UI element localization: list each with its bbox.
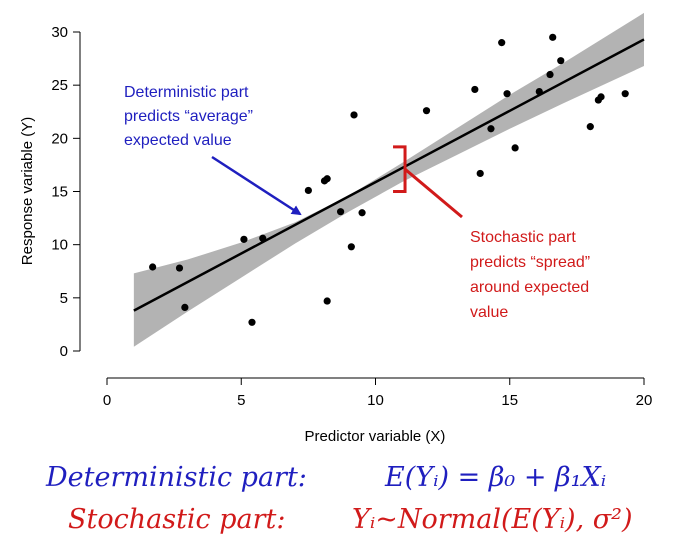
x-axis-title: Predictor variable (X) — [305, 428, 446, 445]
y-tick-label-10: 10 — [51, 237, 68, 254]
data-point-22 — [535, 87, 543, 96]
data-point-13 — [350, 111, 358, 119]
data-point-24 — [549, 33, 557, 41]
data-point-12 — [347, 243, 355, 251]
stochastic-annotation-line-2: predicts “spread” — [470, 254, 590, 271]
stochastic-annotation: Stochastic part predicts “spread” around e… — [470, 229, 590, 321]
data-point-6 — [259, 234, 267, 242]
y-tick-label-25: 25 — [51, 77, 68, 94]
deterministic-label: Deterministic part: — [46, 462, 307, 493]
y-tick-label-15: 15 — [51, 184, 68, 201]
deterministic-annotation-line-1: Deterministic part — [124, 84, 249, 101]
stochastic-annotation-line-1: Stochastic part — [470, 229, 576, 246]
data-point-16 — [471, 85, 479, 94]
data-point-1 — [149, 263, 157, 271]
data-point-9 — [323, 175, 331, 183]
data-point-25 — [557, 57, 565, 65]
data-point-29 — [621, 90, 629, 98]
stochastic-label: Stochastic part: — [68, 504, 286, 535]
data-point-23 — [546, 70, 554, 79]
data-point-15 — [422, 107, 431, 115]
data-points-layer — [149, 33, 629, 326]
y-tick-label-5: 5 — [60, 290, 68, 307]
y-tick-label-30: 30 — [51, 24, 68, 41]
data-point-21 — [511, 144, 519, 152]
regression-line — [133, 38, 645, 312]
y-axis-title: Response variable (Y) — [19, 117, 36, 265]
data-point-18 — [487, 125, 495, 133]
deterministic-annotation: Deterministic part predicts “average” expe… — [124, 84, 253, 149]
data-point-3 — [181, 303, 189, 312]
deterministic-arrow — [211, 155, 302, 216]
confidence-band-layer — [133, 12, 644, 347]
y-tick-label-0: 0 — [60, 343, 68, 360]
deterministic-annotation-line-3: expected value — [124, 132, 232, 149]
data-point-28 — [597, 93, 605, 101]
regression-chart: 0 5 10 15 20 0 5 10 15 20 25 30 Predictor variable (… — [19, 12, 652, 445]
annotations-layer: Deterministic part predicts “average” expe… — [124, 84, 590, 321]
x-tick-label-10: 10 — [367, 392, 384, 409]
y-tick-label-20: 20 — [51, 130, 68, 147]
data-point-14 — [358, 209, 366, 217]
x-tick-label-20: 20 — [636, 392, 653, 409]
data-point-7 — [304, 186, 312, 195]
stochastic-equation: Yᵢ~Normal(E(Yᵢ), σ²) — [352, 504, 633, 535]
x-tick-label-0: 0 — [103, 392, 111, 409]
x-tick-label-15: 15 — [501, 392, 518, 409]
stochastic-annotation-line-3: around expected — [470, 279, 589, 296]
stochastic-formula: Stochastic part: Yᵢ~Normal(E(Yᵢ), σ²) — [0, 504, 684, 540]
confidence-band — [133, 12, 644, 347]
data-point-5 — [248, 318, 256, 326]
deterministic-equation: E(Yᵢ) = β₀ + β₁Xᵢ — [385, 462, 607, 493]
data-point-10 — [323, 297, 331, 305]
x-tick-label-5: 5 — [237, 392, 245, 409]
regression-line-layer — [133, 38, 645, 312]
data-point-17 — [476, 169, 484, 178]
deterministic-formula: Deterministic part: E(Yᵢ) = β₀ + β₁Xᵢ — [0, 462, 684, 498]
data-point-26 — [586, 123, 594, 131]
data-point-2 — [175, 264, 184, 272]
data-point-20 — [503, 90, 511, 98]
stochastic-pointer-line — [404, 168, 463, 219]
axes-layer: 0 5 10 15 20 0 5 10 15 20 25 30 Predictor variable (… — [19, 24, 652, 445]
deterministic-annotation-line-2: predicts “average” — [124, 108, 253, 125]
data-point-4 — [240, 235, 248, 243]
data-point-11 — [336, 208, 345, 216]
stochastic-annotation-line-4: value — [470, 304, 508, 321]
data-point-19 — [498, 39, 506, 47]
